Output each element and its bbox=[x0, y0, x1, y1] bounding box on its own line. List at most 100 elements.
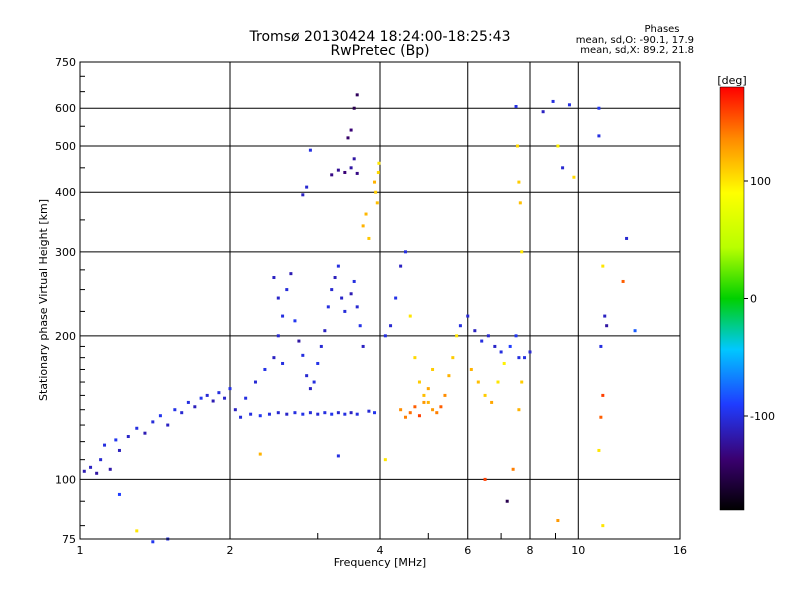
data-point bbox=[297, 339, 301, 343]
data-point bbox=[417, 414, 421, 418]
data-point bbox=[511, 467, 515, 471]
data-point bbox=[373, 411, 377, 415]
data-point bbox=[249, 412, 253, 416]
data-point bbox=[376, 170, 380, 174]
data-point bbox=[267, 412, 271, 416]
data-point bbox=[514, 334, 518, 338]
data-point bbox=[239, 415, 243, 419]
x-axis-ticks: 1 2 4 6 8 10 16 bbox=[77, 533, 687, 557]
data-point bbox=[451, 356, 455, 360]
data-point bbox=[515, 144, 519, 148]
x-axis-label: Frequency [MHz] bbox=[334, 556, 426, 569]
data-point bbox=[158, 414, 162, 418]
data-point bbox=[551, 99, 555, 103]
data-point bbox=[599, 344, 603, 348]
data-point bbox=[186, 400, 190, 404]
data-point bbox=[469, 367, 473, 371]
colorbar-tick-label: 100 bbox=[750, 175, 771, 188]
data-point bbox=[336, 168, 340, 172]
data-point bbox=[447, 374, 451, 378]
data-point bbox=[301, 353, 305, 357]
data-point bbox=[355, 93, 359, 97]
data-point bbox=[95, 471, 99, 475]
data-point bbox=[413, 356, 417, 360]
data-point bbox=[258, 414, 262, 418]
y-tick-label: 750 bbox=[55, 56, 76, 69]
x-tick-label: 10 bbox=[571, 544, 585, 557]
data-point bbox=[114, 438, 118, 442]
data-point bbox=[605, 324, 609, 328]
data-point bbox=[374, 190, 378, 194]
data-point bbox=[520, 250, 524, 254]
data-point bbox=[285, 288, 289, 292]
data-point bbox=[597, 106, 601, 110]
y-tick-label: 200 bbox=[55, 330, 76, 343]
data-point bbox=[305, 185, 309, 189]
data-point bbox=[443, 393, 447, 397]
y-tick-label: 400 bbox=[55, 186, 76, 199]
data-point bbox=[364, 212, 368, 216]
data-point bbox=[258, 452, 262, 456]
data-point bbox=[518, 201, 522, 205]
data-point bbox=[205, 393, 209, 397]
data-point bbox=[486, 334, 490, 338]
data-point bbox=[417, 380, 421, 384]
data-point bbox=[625, 236, 629, 240]
data-point bbox=[383, 334, 387, 338]
data-point bbox=[346, 136, 350, 140]
y-tick-label: 600 bbox=[55, 102, 76, 115]
y-tick-label: 300 bbox=[55, 246, 76, 259]
x-tick-label: 8 bbox=[527, 544, 534, 557]
data-point bbox=[508, 344, 512, 348]
data-point bbox=[455, 334, 459, 338]
data-point bbox=[389, 324, 393, 328]
data-point bbox=[528, 350, 532, 354]
data-point bbox=[166, 423, 170, 427]
data-point bbox=[308, 387, 312, 391]
data-point bbox=[199, 396, 203, 400]
data-point bbox=[285, 412, 289, 416]
data-point bbox=[399, 264, 403, 268]
data-point bbox=[597, 448, 601, 452]
y-tick-label: 500 bbox=[55, 140, 76, 153]
colorbar-tick-label: -100 bbox=[750, 410, 775, 423]
data-point bbox=[426, 400, 430, 404]
data-point bbox=[281, 314, 285, 318]
data-point bbox=[89, 465, 93, 469]
data-point bbox=[439, 405, 443, 409]
data-point bbox=[272, 276, 276, 280]
data-point bbox=[312, 380, 316, 384]
data-point bbox=[289, 272, 293, 276]
data-point bbox=[349, 292, 353, 296]
data-point bbox=[480, 339, 484, 343]
data-point bbox=[233, 408, 237, 412]
data-point bbox=[567, 103, 571, 107]
data-point bbox=[403, 250, 407, 254]
data-point bbox=[505, 499, 509, 503]
data-point bbox=[352, 279, 356, 283]
colorbar-ticks: 100 0 -100 bbox=[744, 175, 775, 423]
x-tick-label: 4 bbox=[377, 544, 384, 557]
data-point bbox=[517, 180, 521, 184]
data-point bbox=[333, 276, 337, 280]
data-point bbox=[367, 236, 371, 240]
data-point bbox=[466, 314, 470, 318]
data-point bbox=[126, 435, 130, 439]
data-point bbox=[375, 201, 379, 205]
data-point bbox=[399, 408, 403, 412]
data-point bbox=[272, 356, 276, 360]
data-point bbox=[355, 412, 359, 416]
data-point bbox=[352, 106, 356, 110]
data-point bbox=[276, 296, 280, 300]
data-point bbox=[426, 387, 430, 391]
stats-heading: Phases bbox=[644, 24, 679, 35]
data-point bbox=[323, 411, 327, 415]
data-point bbox=[319, 344, 323, 348]
data-point bbox=[633, 329, 637, 333]
data-point bbox=[408, 314, 412, 318]
data-point bbox=[343, 170, 347, 174]
data-point bbox=[103, 443, 107, 447]
data-point bbox=[601, 393, 605, 397]
data-points bbox=[82, 93, 637, 544]
